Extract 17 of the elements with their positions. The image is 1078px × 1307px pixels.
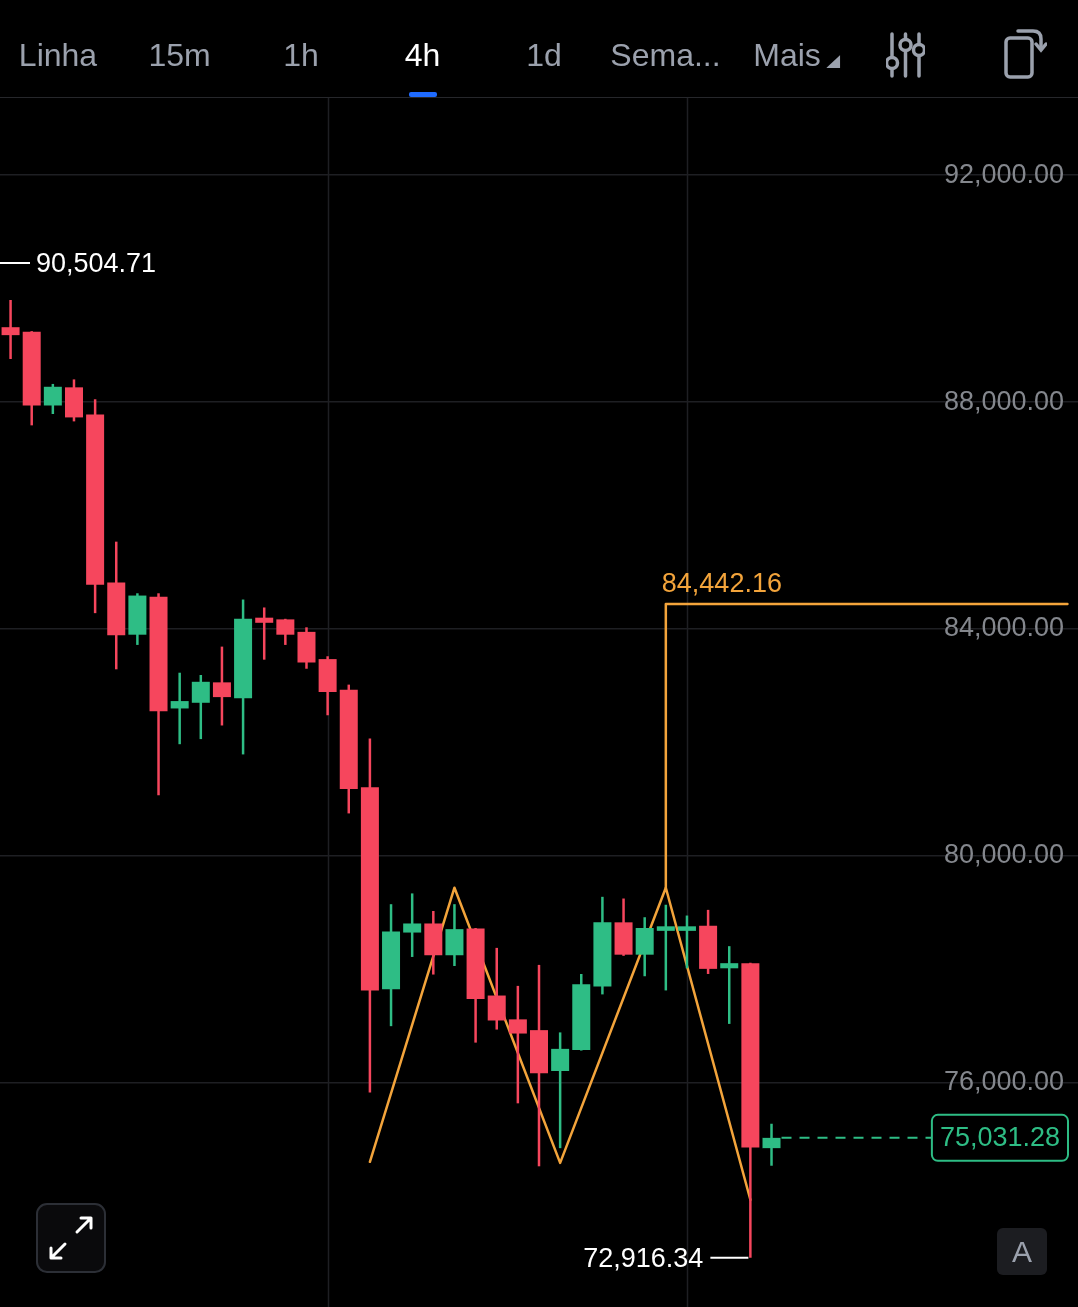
tab-label: 15m <box>148 38 211 72</box>
ref-line-label: 75,031.28 <box>939 1122 1060 1153</box>
tab-label: 4h <box>404 38 441 72</box>
tab-label: Mais <box>753 38 821 72</box>
annotation: 72,916.34 <box>583 1243 704 1274</box>
y-tick-label: 84,000.00 <box>943 612 1064 643</box>
y-tick-label: 76,000.00 <box>943 1066 1064 1097</box>
tab-label: Linha <box>18 38 98 72</box>
annotation: 84,442.16 <box>661 567 782 598</box>
tab-label: 1h <box>283 38 319 72</box>
y-tick-label: 88,000.00 <box>943 385 1064 416</box>
tab-label: Sema... <box>610 38 721 72</box>
y-tick-label: 92,000.00 <box>943 158 1064 189</box>
annotation: A <box>1011 1234 1032 1269</box>
y-tick-label: 80,000.00 <box>943 839 1064 870</box>
annotation: 90,504.71 <box>36 248 157 279</box>
tab-label: 1d <box>526 38 562 72</box>
